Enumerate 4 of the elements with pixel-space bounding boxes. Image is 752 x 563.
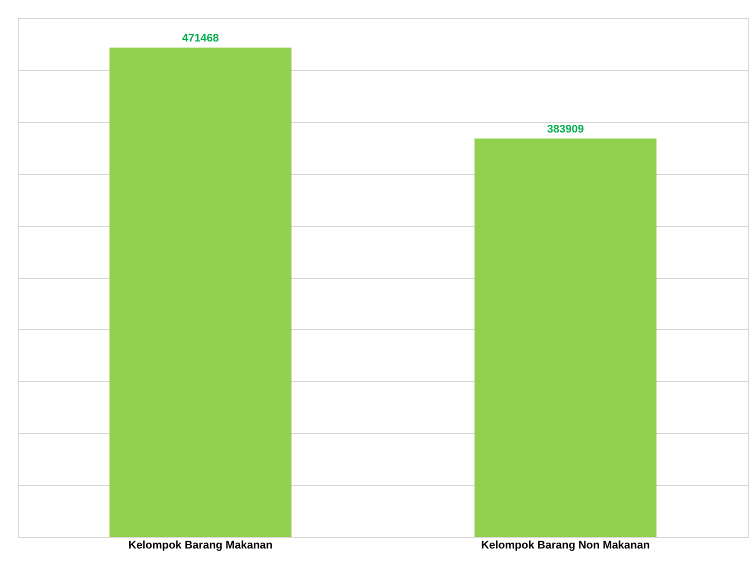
x-tick-label: Kelompok Barang Makanan (128, 540, 273, 552)
data-label: 383909 (547, 124, 584, 136)
data-label: 471468 (182, 32, 219, 45)
x-tick-label: Kelompok Barang Non Makanan (481, 540, 650, 552)
